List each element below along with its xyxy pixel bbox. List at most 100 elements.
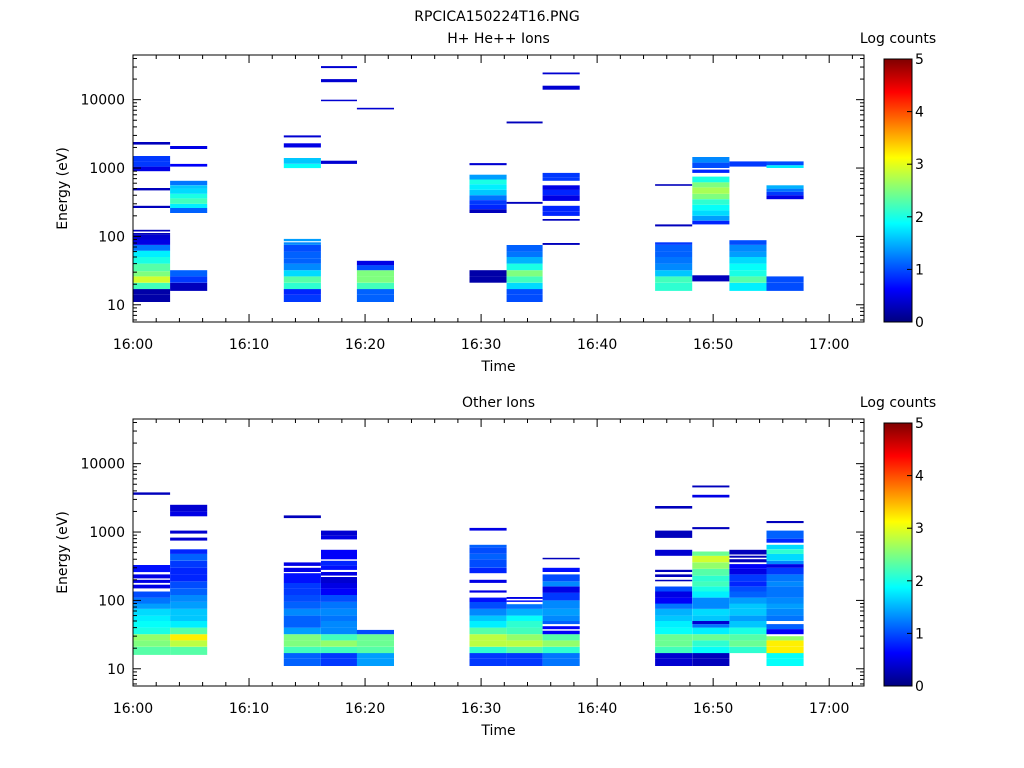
colorbar-tick-label: 4: [915, 469, 924, 485]
heatmap-cell: [283, 245, 321, 252]
heatmap-cell: [321, 640, 357, 647]
heatmap-cell: [356, 653, 394, 659]
heatmap-cell: [766, 553, 804, 561]
heatmap-cell: [655, 257, 693, 264]
y-axis-label: Energy (eV): [55, 511, 71, 594]
heatmap-cell: [542, 600, 580, 609]
colorbar-tick-label: 5: [915, 52, 924, 68]
y-tick-label: 1000: [89, 161, 125, 177]
heatmap-cell: [321, 530, 357, 536]
heatmap-cell: [283, 653, 321, 659]
x-tick-label: 17:00: [809, 701, 849, 717]
heatmap-cell: [283, 567, 321, 572]
panel-h-he-ions: 16:00 16:10 16:20 16:30 16:40 16:50 17:0010100…: [55, 31, 936, 375]
heatmap-cell: [655, 263, 693, 271]
heatmap-cell: [506, 245, 543, 252]
heatmap-cell: [506, 289, 543, 295]
colorbar-tick-label: 2: [915, 210, 924, 226]
heatmap-cell: [766, 538, 804, 543]
y-tick-label: 10000: [80, 93, 125, 109]
heatmap-cell: [766, 188, 804, 192]
heatmap-cell: [133, 166, 171, 172]
colorbar-tick-label: 1: [915, 626, 924, 642]
heatmap-cell: [692, 603, 730, 609]
heatmap-cell: [766, 282, 804, 291]
heatmap-cell: [170, 163, 208, 167]
y-tick-label: 10: [107, 662, 125, 678]
heatmap-cell: [542, 592, 580, 601]
heatmap-cell: [170, 588, 208, 595]
x-axis-label: Time: [480, 723, 515, 739]
heatmap-cell: [729, 282, 767, 291]
heatmap-cell: [542, 630, 580, 635]
heatmap-cell: [170, 180, 208, 186]
heatmap-cell: [469, 527, 507, 531]
heatmap-cell: [321, 66, 357, 69]
heatmap-cell: [133, 282, 171, 290]
heatmap-cell: [283, 627, 321, 635]
colorbar-tick-label: 0: [915, 315, 924, 331]
heatmap-cell: [133, 142, 171, 145]
heatmap-cell: [506, 609, 543, 616]
heatmap-cell: [729, 555, 767, 558]
heatmap-cell: [469, 579, 507, 583]
colorbar-tick-label: 2: [915, 574, 924, 590]
heatmap-cell: [692, 640, 730, 647]
colorbar-tick-label: 0: [915, 679, 924, 695]
heatmap-cell: [766, 629, 804, 635]
heatmap-cell: [766, 549, 804, 554]
heatmap-cell: [321, 609, 357, 616]
heatmap-cell: [729, 568, 767, 575]
heatmap-cell: [321, 627, 357, 635]
heatmap-cell: [655, 634, 693, 641]
heatmap-cell: [469, 646, 507, 654]
heatmap-cell: [321, 653, 357, 659]
heatmap-cell: [542, 634, 580, 641]
heatmap-cell: [283, 515, 321, 519]
heatmap-cell: [321, 565, 357, 570]
x-tick-label: 17:00: [809, 337, 849, 353]
heatmap-cell: [469, 627, 507, 635]
heatmap-cell: [283, 251, 321, 259]
heatmap-cell: [692, 169, 730, 173]
x-tick-label: 16:40: [577, 337, 617, 353]
x-tick-label: 16:00: [113, 701, 153, 717]
heatmap-cell: [356, 294, 394, 302]
heatmap-cell: [283, 588, 321, 595]
heatmap-cell: [542, 581, 580, 587]
heatmap-cell: [506, 653, 543, 659]
heatmap-cell: [321, 160, 357, 164]
heatmap-cell: [766, 603, 804, 609]
heatmap-cell: [692, 555, 730, 563]
heatmap-cell: [692, 646, 730, 654]
heatmap-cell: [170, 567, 208, 575]
heatmap-cell: [133, 156, 171, 162]
heatmap-cell: [506, 276, 543, 283]
heatmap-cell: [170, 530, 208, 534]
heatmap-cell: [542, 626, 580, 630]
heatmap-cell: [469, 163, 507, 166]
heatmap-cell: [170, 627, 208, 635]
heatmap-cell: [655, 591, 693, 598]
heatmap-cell: [356, 270, 394, 277]
heatmap-cell: [133, 640, 171, 647]
colorbar: [883, 422, 913, 687]
heatmap-cell: [283, 282, 321, 290]
heatmap-cell: [729, 276, 767, 283]
heatmap-cell: [283, 634, 321, 641]
heatmap-cell: [283, 658, 321, 666]
heatmap-cell: [321, 601, 357, 609]
heatmap-cell: [542, 658, 580, 666]
heatmap-cell: [506, 257, 543, 264]
heatmap-cell: [655, 653, 693, 659]
heatmap-cell: [542, 195, 580, 201]
heatmap-cell: [133, 597, 171, 604]
heatmap-cell: [729, 621, 767, 628]
heatmap-cell: [469, 179, 507, 185]
x-tick-label: 16:30: [461, 701, 501, 717]
heatmap-cell: [542, 185, 580, 190]
heatmap-cell: [655, 270, 693, 277]
heatmap-cell: [766, 646, 804, 654]
heatmap-cell: [655, 549, 693, 556]
